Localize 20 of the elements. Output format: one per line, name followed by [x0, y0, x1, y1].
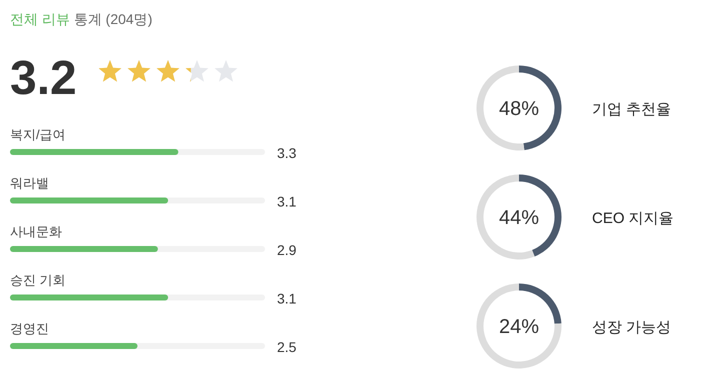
text: 48%	[498, 98, 540, 120]
text: 기업 추천율	[592, 101, 672, 118]
chart-title: 전체 리뷰	[10, 11, 70, 27]
y-tick-label: 사내문화	[10, 224, 62, 239]
data-label: 2.5	[277, 339, 297, 355]
data-label: 2.9	[277, 242, 297, 258]
data-label: 3.1	[277, 194, 297, 210]
chart-subtitle: 통계 (204명)	[70, 11, 152, 27]
text: 성장 가능성	[592, 319, 672, 336]
text: 24%	[498, 316, 540, 338]
y-tick-label: 복지/급여	[10, 127, 66, 142]
y-tick-label: 경영진	[10, 321, 49, 336]
data-label: 3.1	[277, 290, 297, 306]
y-tick-label: 승진 기회	[10, 272, 66, 288]
y-tick-label: 워라밸	[10, 176, 49, 190]
data-label: 3.3	[277, 145, 297, 161]
text: 3.2	[10, 52, 77, 105]
text: CEO 지지율	[592, 210, 674, 227]
donut-slice	[476, 284, 562, 368]
text: 44%	[498, 207, 540, 229]
